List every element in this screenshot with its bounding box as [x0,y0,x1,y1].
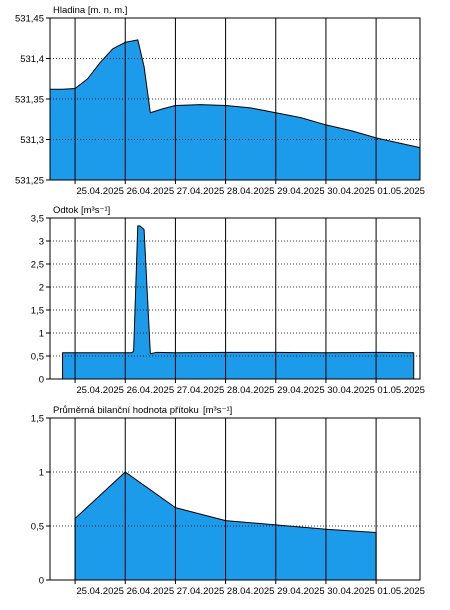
y-tick-label: 2,5 [31,260,44,271]
y-tick-label: 0,5 [31,352,44,363]
panel-title: Hladina [m. n. m.] [53,5,127,16]
y-tick-label: 531,3 [20,135,44,146]
x-tick-label: 28.04.2025 [227,385,275,396]
x-tick-label: 28.04.2025 [227,586,275,597]
x-tick-label: 27.04.2025 [177,586,225,597]
panel-title: Průměrná bilanční hodnota přítoku [53,405,199,416]
x-tick-label: 30.04.2025 [327,186,375,197]
y-tick-label: 531,35 [15,95,44,106]
x-tick-label: 01.05.2025 [377,586,425,597]
plot-frame [49,417,421,581]
x-tick-label: 27.04.2025 [177,385,225,396]
series-area [49,39,421,181]
y-tick-label: 1 [39,468,44,479]
x-tick-label: 28.04.2025 [227,186,275,197]
series-area [62,225,415,380]
panel-inflow: Průměrná bilanční hodnota přítoku [m³s⁻¹… [31,405,425,597]
x-tick-label: 30.04.2025 [327,586,375,597]
panel-title: Odtok [m³s⁻¹] [53,205,110,216]
y-tick-label: 1 [39,329,44,340]
x-tick-label: 25.04.2025 [76,186,124,197]
x-tick-label: 29.04.2025 [277,186,325,197]
y-tick-label: 531,4 [20,54,44,65]
x-tick-label: 25.04.2025 [76,586,124,597]
y-tick-label: 3,5 [31,214,44,225]
panel-water-level: Hladina [m. n. m.] 531,25 531,3 531,35 531,… [15,5,425,197]
y-tick-label: 531,25 [15,176,44,187]
x-tick-label: 27.04.2025 [177,186,225,197]
y-tick-label: 2 [39,283,44,294]
x-tick-label: 01.05.2025 [377,186,425,197]
y-tick-label: 531,45 [15,14,44,25]
x-tick-label: 26.04.2025 [127,385,175,396]
panel-outflow: Odtok [m³s⁻¹] 0 0,5 1 1,5 2 2,5 3 3,5 25.04.2025… [31,205,425,396]
y-tick-label: 0,5 [31,522,44,533]
x-tick-label: 01.05.2025 [377,385,425,396]
x-tick-label: 29.04.2025 [277,385,325,396]
y-tick-label: 0 [39,576,44,587]
y-tick-label: 1,5 [31,414,44,425]
x-tick-label: 29.04.2025 [277,586,325,597]
x-tick-label: 26.04.2025 [127,586,175,597]
panel-unit: [m³s⁻¹] [203,405,232,416]
y-tick-label: 3 [39,237,44,248]
x-tick-label: 25.04.2025 [76,385,124,396]
y-tick-label: 0 [39,375,44,386]
y-tick-label: 1,5 [31,306,44,317]
plot-frame [49,217,421,380]
x-tick-label: 30.04.2025 [327,385,375,396]
x-tick-label: 26.04.2025 [127,186,175,197]
